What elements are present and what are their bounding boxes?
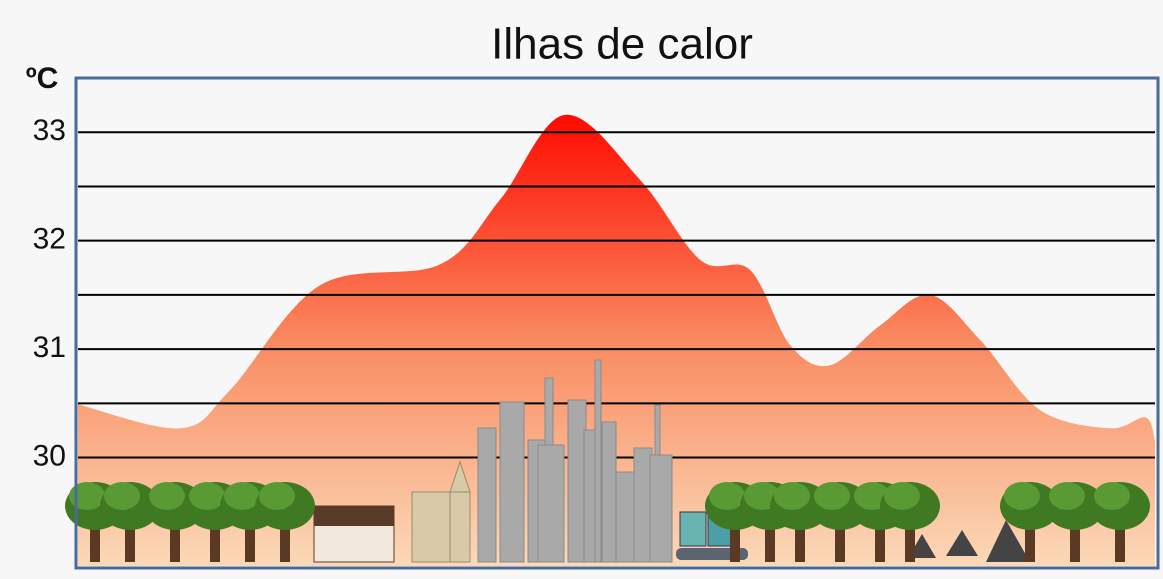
y-tick-label: 31: [33, 331, 66, 364]
y-axis-label: ºC: [26, 62, 59, 95]
y-tick-label: 30: [33, 439, 66, 472]
tree-crown: [189, 482, 225, 510]
chart-title: Ilhas de calor: [491, 20, 753, 69]
plot-frame: [74, 76, 1160, 570]
tree-trunk: [765, 520, 775, 562]
tree-crown: [224, 482, 260, 510]
y-tick-label: 32: [33, 223, 66, 256]
tree-crown: [259, 482, 295, 510]
tree-crown: [884, 482, 920, 510]
tree-trunk: [210, 520, 220, 562]
tree-crown: [709, 482, 745, 510]
scenery: [65, 359, 1150, 563]
tree-crown: [1049, 482, 1085, 510]
tree-trunk: [795, 520, 805, 562]
tree-crown: [69, 482, 105, 510]
tree-crown: [774, 482, 810, 510]
tree-trunk: [280, 520, 290, 562]
tree-trunk: [1070, 520, 1080, 562]
tree-trunk: [905, 520, 915, 562]
tree-trunk: [730, 520, 740, 562]
tree-trunk: [1115, 520, 1125, 562]
tree-crown: [104, 482, 140, 510]
tree-crown: [1094, 482, 1130, 510]
tree-trunk: [835, 520, 845, 562]
tree-trunk: [245, 520, 255, 562]
tree-trunk: [125, 520, 135, 562]
tree-crown: [814, 482, 850, 510]
tree-trunk: [1025, 520, 1035, 562]
y-tick-label: 33: [33, 114, 66, 147]
heat-area: [78, 114, 1155, 566]
tree-trunk: [170, 520, 180, 562]
tree-crown: [1004, 482, 1040, 510]
tree-trunk: [90, 520, 100, 562]
tree-trunk: [875, 520, 885, 562]
tree-crown: [149, 482, 185, 510]
